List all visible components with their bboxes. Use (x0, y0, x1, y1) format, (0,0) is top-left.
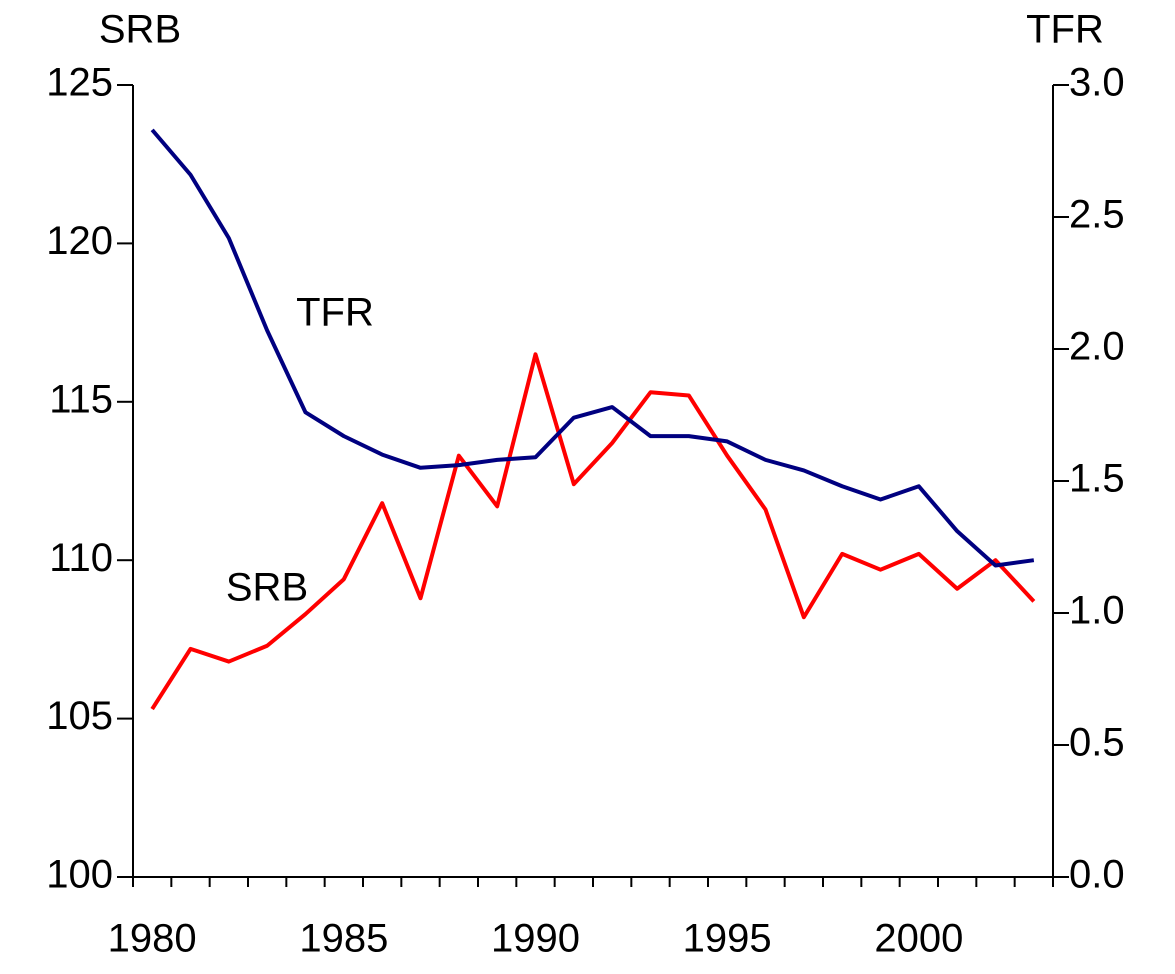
x-tick-label: 1985 (299, 917, 388, 961)
x-tick-label: 1990 (491, 917, 580, 961)
y-tick-label: 115 (49, 377, 113, 421)
y2-tick-label: 0.0 (1069, 853, 1125, 897)
y-tick-label: 110 (49, 536, 113, 580)
x-tick-label: 1980 (108, 917, 197, 961)
y-tick-label: 105 (46, 694, 113, 738)
y2-tick-label: 2.5 (1069, 193, 1125, 237)
y-axis-title: SRB (99, 8, 181, 52)
series-label: TFR (296, 291, 374, 335)
y-tick-label: 125 (46, 61, 113, 105)
y2-tick-label: 3.0 (1069, 61, 1125, 105)
y2-tick-label: 1.0 (1069, 589, 1125, 633)
y-tick-label: 120 (46, 219, 113, 263)
x-tick-label: 1995 (683, 917, 772, 961)
y2-tick-label: 1.5 (1069, 457, 1125, 501)
y2-tick-label: 2.0 (1069, 325, 1125, 369)
series-line (150, 352, 1036, 711)
series-line (150, 128, 1035, 568)
x-tick-label: 2000 (874, 917, 963, 961)
y2-tick-label: 0.5 (1069, 721, 1125, 765)
y-tick-label: 100 (46, 853, 113, 897)
y2-axis-title: TFR (1026, 8, 1104, 52)
series-label: SRB (226, 566, 308, 610)
